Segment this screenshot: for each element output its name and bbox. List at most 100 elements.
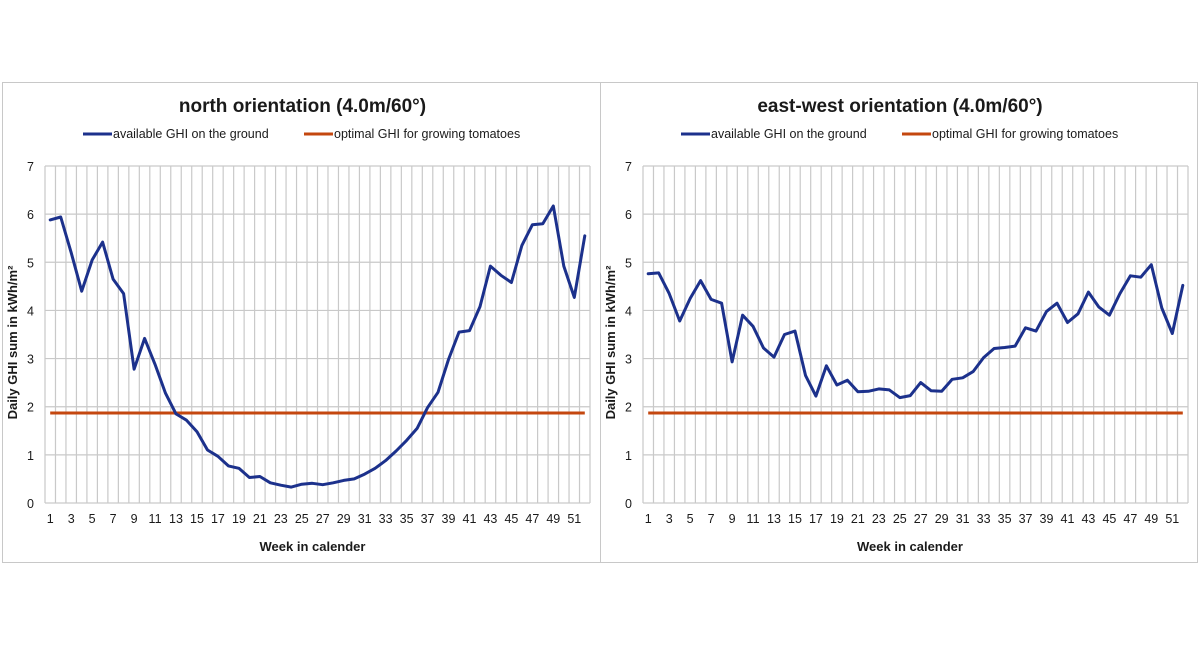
x-tick-label: 5 (687, 512, 694, 526)
data-point (699, 279, 702, 282)
y-tick-label: 2 (27, 401, 34, 415)
x-tick-label: 5 (89, 512, 96, 526)
data-point (794, 330, 797, 333)
x-tick-label: 25 (295, 512, 309, 526)
data-point (972, 370, 975, 373)
data-point (479, 305, 482, 308)
x-tick-label: 39 (1040, 512, 1054, 526)
y-tick-label: 3 (625, 353, 632, 367)
x-tick-label: 47 (525, 512, 539, 526)
data-point (657, 271, 660, 274)
data-point (248, 476, 251, 479)
chart-panel-north: north orientation (4.0m/60°) available GH… (2, 82, 601, 563)
data-point (1066, 321, 1069, 324)
legend-label-available-ghi: available GHI on the ground (711, 127, 867, 141)
x-tick-label: 35 (998, 512, 1012, 526)
data-point (867, 390, 870, 393)
x-tick-label: 49 (546, 512, 560, 526)
y-tick-label: 6 (625, 208, 632, 222)
data-point (531, 223, 534, 226)
data-point (206, 449, 209, 452)
data-point (395, 450, 398, 453)
x-tick-label: 21 (851, 512, 865, 526)
x-tick-label: 47 (1123, 512, 1137, 526)
data-point (363, 473, 366, 476)
data-point (982, 356, 985, 359)
x-tick-label: 7 (110, 512, 117, 526)
x-tick-label: 3 (666, 512, 673, 526)
x-tick-label: 11 (149, 512, 162, 526)
data-point (510, 281, 513, 284)
data-point (279, 484, 282, 487)
data-point (258, 475, 261, 478)
data-point (216, 455, 219, 458)
data-point (562, 265, 565, 268)
data-point (710, 298, 713, 301)
data-point (773, 356, 776, 359)
x-tick-label: 11 (747, 512, 760, 526)
data-point (426, 406, 429, 409)
data-point (122, 292, 125, 295)
data-point (332, 481, 335, 484)
x-tick-label: 29 (337, 512, 351, 526)
data-point (583, 234, 586, 237)
data-point (80, 290, 83, 293)
data-point (154, 363, 157, 366)
y-tick-label: 5 (27, 256, 34, 270)
data-point (940, 390, 943, 393)
data-point (300, 483, 303, 486)
data-point (353, 477, 356, 480)
grid (642, 165, 1189, 504)
y-tick-label: 7 (27, 160, 34, 174)
data-point (1077, 312, 1080, 315)
data-point (133, 368, 136, 371)
data-point (458, 331, 461, 334)
data-point (846, 379, 849, 382)
y-tick-label: 1 (27, 449, 34, 463)
y-tick-label: 1 (625, 449, 632, 463)
y-tick-label: 4 (625, 304, 632, 318)
data-point (678, 320, 681, 323)
data-point (856, 390, 859, 393)
data-point (689, 297, 692, 300)
y-tick-label: 6 (27, 208, 34, 222)
legend: available GHI on the ground optimal GHI f… (83, 127, 520, 141)
data-point (1087, 291, 1090, 294)
legend: available GHI on the ground optimal GHI f… (681, 127, 1118, 141)
x-tick-label: 13 (767, 512, 781, 526)
data-point (447, 358, 450, 361)
data-point (825, 364, 828, 367)
series-line-available-ghi (646, 263, 1185, 400)
legend-label-optimal-ghi: optimal GHI for growing tomatoes (932, 127, 1118, 141)
data-point (804, 374, 807, 377)
data-point (752, 325, 755, 328)
data-point (888, 388, 891, 391)
chart-title: north orientation (4.0m/60°) (179, 96, 426, 117)
data-point (374, 467, 377, 470)
y-tick-label: 0 (625, 497, 632, 511)
data-point (1014, 345, 1017, 348)
data-point (384, 459, 387, 462)
data-point (499, 274, 502, 277)
data-point (961, 376, 964, 379)
data-point (668, 292, 671, 295)
x-tick-label: 33 (977, 512, 991, 526)
x-tick-label: 23 (872, 512, 886, 526)
x-tick-label: 13 (169, 512, 183, 526)
x-tick-label: 41 (463, 512, 477, 526)
x-tick-label: 33 (379, 512, 393, 526)
data-point (1097, 306, 1100, 309)
data-point (405, 439, 408, 442)
x-tick-label: 41 (1061, 512, 1075, 526)
x-tick-label: 51 (1165, 512, 1179, 526)
data-point (1003, 346, 1006, 349)
data-point (814, 395, 817, 398)
data-point (489, 265, 492, 268)
data-point (416, 427, 419, 430)
data-point (1160, 307, 1163, 310)
legend-label-optimal-ghi: optimal GHI for growing tomatoes (334, 127, 520, 141)
x-tick-label: 9 (729, 512, 736, 526)
x-tick-label: 19 (232, 512, 246, 526)
data-point (143, 337, 146, 340)
data-point (647, 272, 650, 275)
